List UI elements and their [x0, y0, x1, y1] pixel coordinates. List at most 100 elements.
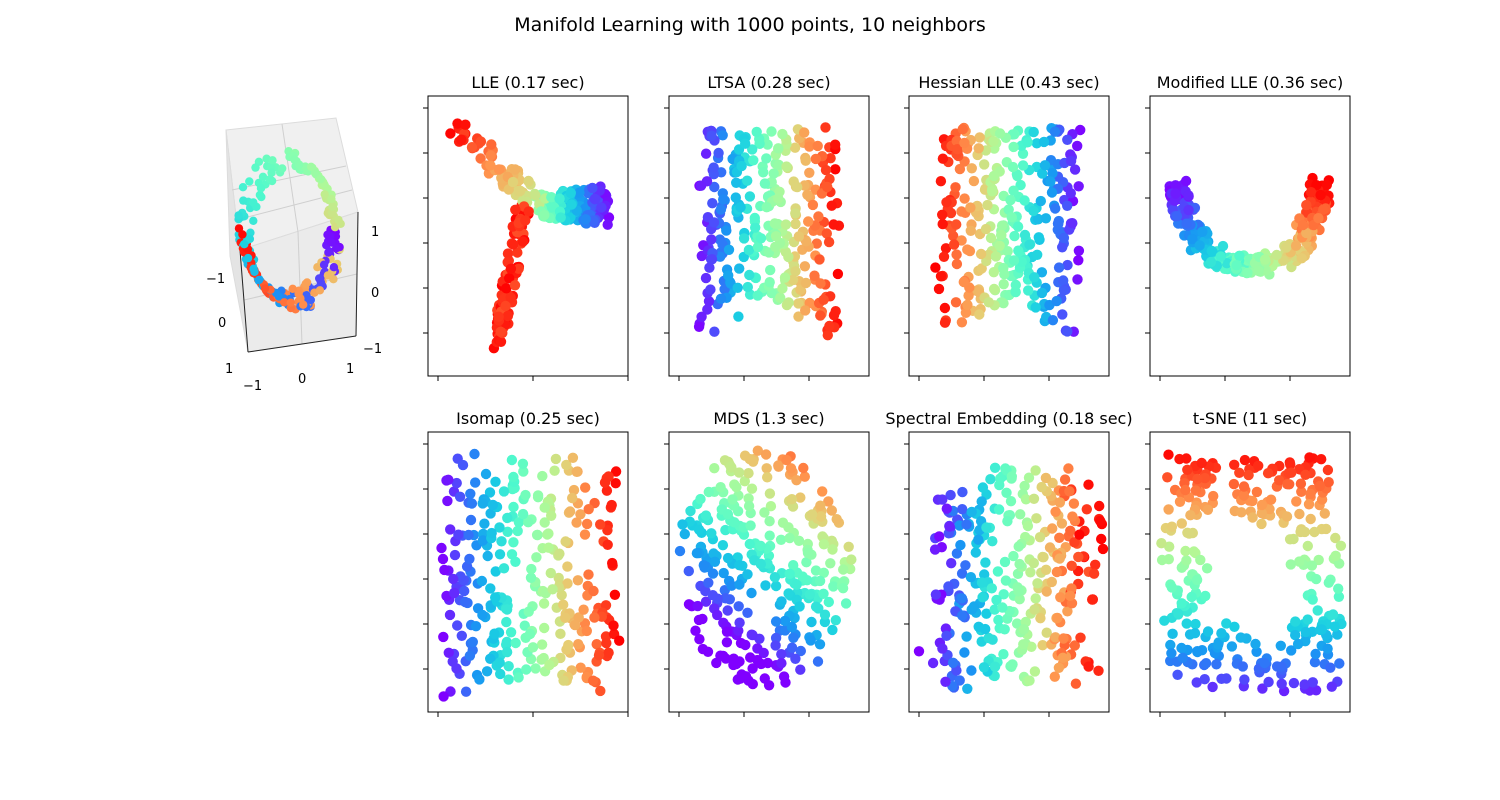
scatter-point	[818, 567, 829, 578]
scatter-point	[934, 531, 945, 542]
scatter-point	[1200, 658, 1212, 669]
scatter-point	[503, 661, 514, 672]
axis-ticks	[664, 443, 810, 717]
scatter-point	[746, 629, 757, 640]
scatter-point	[501, 646, 513, 658]
scatter-point	[447, 656, 458, 667]
scatter-point	[1297, 219, 1309, 231]
scatter-point	[1000, 575, 1012, 586]
scatter-point	[504, 273, 515, 284]
scatter-point	[561, 459, 572, 471]
scatter-point	[1217, 240, 1229, 252]
scatter-point	[974, 132, 985, 143]
scatter-point	[988, 136, 999, 147]
scatter-point	[1047, 315, 1059, 326]
scatter-point	[988, 283, 1000, 295]
scatter-point	[810, 565, 822, 576]
scatter-point	[1006, 471, 1017, 482]
scatter-point	[1295, 478, 1307, 489]
scatter-point	[818, 539, 830, 550]
scatter-point	[1030, 593, 1041, 604]
scatter-point	[536, 639, 548, 650]
scatter-point	[1049, 671, 1061, 682]
scatter-point	[1054, 553, 1065, 564]
scatter-point	[1053, 262, 1065, 273]
scatter-point	[1285, 559, 1297, 570]
scatter-point	[1009, 230, 1020, 242]
scatter-point	[752, 643, 763, 654]
scatter-point	[981, 522, 992, 533]
scatter-point	[793, 311, 804, 322]
scatter-point	[467, 636, 478, 648]
scatter-point	[485, 508, 496, 519]
scatter-point	[1050, 203, 1061, 214]
scatter-point	[1036, 287, 1048, 299]
scatter-point	[1012, 221, 1024, 232]
scatter-point	[814, 254, 825, 265]
scatter-point	[254, 275, 264, 285]
scatter-point	[510, 637, 521, 649]
axes-3d	[239, 211, 359, 353]
axes-frame	[1149, 95, 1351, 377]
scatter-point	[1265, 494, 1277, 505]
scatter-point	[978, 662, 990, 673]
panel-title: Modified LLE (0.36 sec)	[1157, 73, 1344, 92]
scatter-point	[781, 299, 793, 311]
scatter-point	[812, 656, 824, 667]
scatter-point	[1054, 497, 1066, 508]
scatter-point	[1221, 258, 1233, 269]
scatter-point	[558, 599, 569, 610]
scatter-point	[506, 454, 518, 466]
scatter-point	[1028, 126, 1039, 138]
scatter-point	[977, 482, 989, 493]
scatter-point	[745, 520, 756, 531]
s-curve-3d-panel: 1 0 −1 −1 0 1 −1 0 1	[206, 117, 382, 394]
scatter-point	[773, 460, 784, 471]
scatter-point	[571, 517, 582, 528]
scatter-point	[484, 487, 496, 498]
scatter-point	[1013, 541, 1024, 552]
scatter-point	[1295, 526, 1306, 538]
scatter-point	[1034, 532, 1046, 543]
scatter-point	[1294, 508, 1305, 520]
scatter-point	[1199, 472, 1211, 484]
scatter-point	[495, 336, 507, 347]
scatter-point	[1067, 511, 1078, 522]
scatter-point	[770, 231, 782, 242]
scatter-points	[930, 122, 1086, 337]
scatter-point	[1058, 285, 1070, 296]
scatter-point	[1305, 187, 1317, 198]
scatter-point	[988, 267, 999, 278]
scatter-point	[793, 231, 805, 242]
scatter-point	[1035, 613, 1046, 624]
scatter-point	[531, 552, 542, 563]
scatter-point	[1039, 160, 1051, 171]
scatter-point	[954, 163, 966, 175]
scatter-point	[1237, 661, 1249, 672]
scatter-point	[986, 583, 997, 594]
scatter-point	[1327, 609, 1339, 620]
axis-ticks	[904, 107, 1050, 381]
scatter-point	[1300, 469, 1311, 480]
scatter-point	[566, 199, 577, 210]
scatter-point	[1180, 484, 1191, 496]
scatter-point	[776, 658, 787, 669]
scatter-point	[1330, 532, 1341, 544]
scatter-point	[1320, 523, 1332, 535]
scatter-point	[828, 310, 840, 321]
scatter-point	[692, 600, 703, 612]
scatter-point	[995, 473, 1006, 484]
scatter-point	[1302, 614, 1313, 625]
scatter-point	[607, 557, 618, 569]
scatter-point	[989, 661, 1001, 672]
scatter-point	[703, 486, 714, 498]
scatter-point	[1065, 188, 1077, 199]
scatter-point	[761, 463, 772, 474]
scatter-point	[1291, 496, 1302, 507]
scatter-point	[700, 272, 712, 284]
scatter-point	[1002, 516, 1013, 527]
scatter-point	[1075, 124, 1086, 136]
scatter-point	[937, 218, 948, 230]
scatter-point	[1299, 679, 1310, 690]
scatter-point	[755, 540, 766, 552]
